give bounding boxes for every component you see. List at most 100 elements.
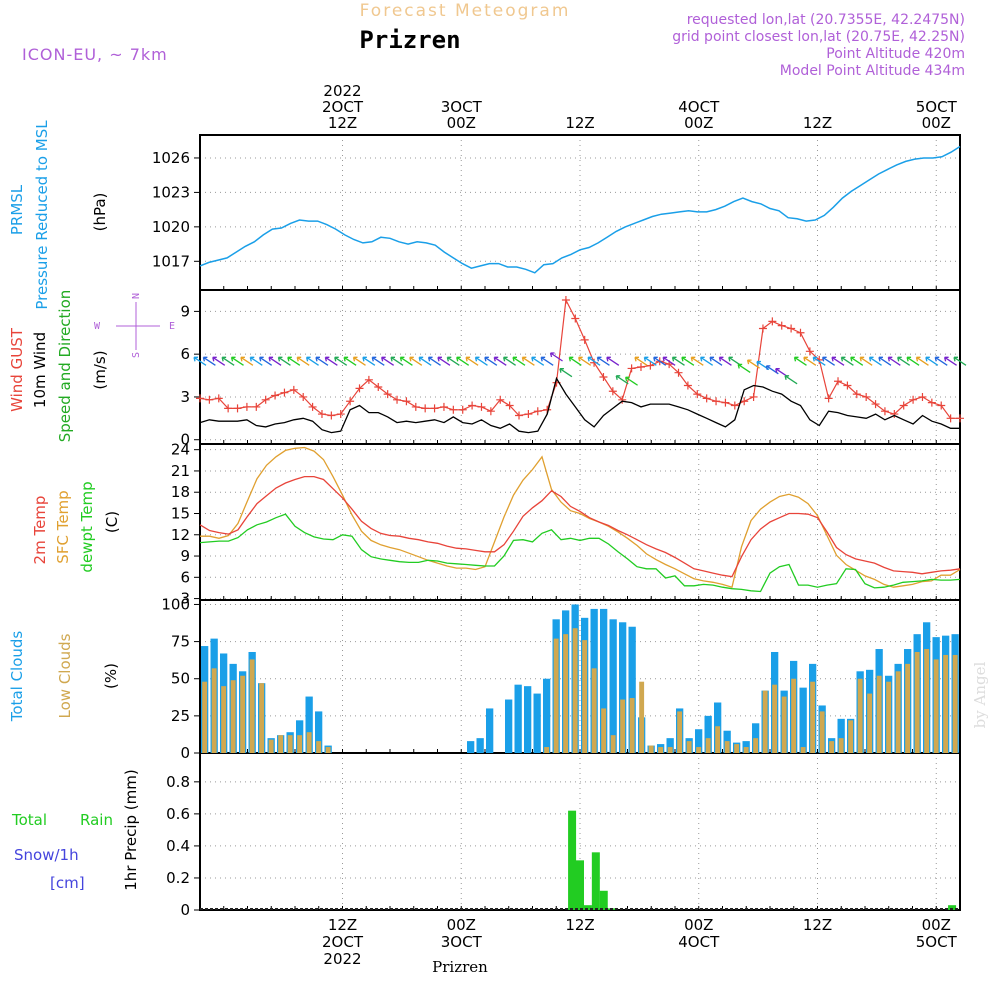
gust-marker bbox=[421, 404, 430, 413]
direction-arrow bbox=[437, 356, 451, 366]
low-cloud-bar bbox=[952, 654, 958, 753]
gust-marker bbox=[233, 404, 242, 413]
gust-marker bbox=[496, 395, 505, 404]
gust-marker bbox=[646, 361, 655, 370]
temp2m-line bbox=[199, 475, 961, 578]
label-total: Total bbox=[11, 811, 47, 829]
temp-labels: 2m Temp SFC Temp dewpt Temp (C) bbox=[31, 481, 121, 572]
direction-arrow bbox=[193, 356, 207, 366]
gust-marker bbox=[374, 382, 383, 391]
label-cm: [cm] bbox=[50, 874, 85, 892]
low-cloud-bar bbox=[895, 671, 901, 753]
gust-marker bbox=[383, 390, 392, 399]
gust-marker bbox=[524, 410, 533, 419]
label-sfc-temp: SFC Temp bbox=[54, 490, 72, 563]
direction-arrow bbox=[521, 356, 535, 366]
y-tick-label: 9 bbox=[180, 302, 190, 320]
gust-marker bbox=[768, 317, 777, 326]
direction-arrow bbox=[427, 356, 441, 366]
model-altitude: Model Point Altitude 434m bbox=[780, 63, 965, 79]
gust-marker bbox=[271, 391, 280, 400]
bottom-time-label: 12Z bbox=[328, 916, 357, 934]
pressure-line bbox=[199, 145, 961, 274]
low-cloud-bar bbox=[629, 698, 635, 753]
y-tick-label: 1020 bbox=[152, 218, 190, 236]
gust-marker bbox=[693, 390, 702, 399]
precip-labels: Total Rain Snow/1h [cm] 1hr Precip (mm) bbox=[11, 769, 140, 892]
direction-arrow bbox=[653, 356, 667, 366]
top-time-label: 5OCT bbox=[916, 98, 958, 116]
direction-arrow bbox=[240, 356, 254, 366]
label-10m-wind: 10m Wind bbox=[31, 332, 49, 408]
low-cloud-bar bbox=[620, 699, 626, 753]
low-cloud-bar bbox=[848, 720, 854, 753]
label-total-clouds: Total Clouds bbox=[8, 631, 26, 723]
direction-arrow bbox=[737, 363, 751, 373]
bottom-time-label: 2OCT bbox=[322, 933, 364, 951]
low-cloud-bar bbox=[838, 738, 844, 753]
compass-e: E bbox=[169, 321, 175, 332]
direction-arrow bbox=[934, 356, 948, 366]
gust-marker bbox=[890, 410, 899, 419]
direction-arrow bbox=[568, 356, 582, 366]
direction-arrow bbox=[868, 356, 882, 366]
low-cloud-bar bbox=[202, 681, 208, 753]
low-cloud-bar bbox=[743, 747, 749, 753]
compass-rose: N S W E bbox=[94, 293, 175, 358]
gust-marker bbox=[805, 347, 814, 356]
direction-arrow bbox=[615, 375, 629, 385]
low-cloud-bar bbox=[639, 681, 645, 753]
gust-marker bbox=[364, 375, 373, 384]
y-tick-label: 0.6 bbox=[166, 805, 190, 823]
gust-marker bbox=[280, 388, 289, 397]
bottom-time-label: 00Z bbox=[922, 916, 951, 934]
gust-marker bbox=[252, 402, 261, 411]
data-layer bbox=[193, 145, 967, 910]
gust-marker bbox=[458, 405, 467, 414]
top-time-label: 00Z bbox=[684, 114, 713, 132]
direction-arrow bbox=[822, 356, 836, 366]
low-cloud-bar bbox=[325, 747, 331, 753]
gust-marker bbox=[824, 394, 833, 403]
gust-marker bbox=[712, 397, 721, 406]
low-cloud-bar bbox=[924, 649, 930, 753]
gust-marker bbox=[852, 390, 861, 399]
y-tick-label: 3 bbox=[180, 388, 190, 406]
total-cloud-bar bbox=[505, 699, 513, 753]
gust-marker bbox=[758, 324, 767, 333]
point-altitude: Point Altitude 420m bbox=[826, 46, 965, 62]
direction-arrow bbox=[803, 356, 817, 366]
y-tick-label: 0.4 bbox=[166, 837, 190, 855]
gust-marker bbox=[627, 364, 636, 373]
label-1hr-precip: 1hr Precip (mm) bbox=[122, 769, 140, 890]
low-cloud-bar bbox=[601, 708, 607, 753]
y-tick-label: 0 bbox=[180, 431, 190, 449]
gust-marker bbox=[608, 387, 617, 396]
y-tick-label: 9 bbox=[180, 547, 190, 565]
gust-marker bbox=[468, 401, 477, 410]
low-cloud-bar bbox=[240, 675, 246, 753]
y-tick-label: 25 bbox=[171, 707, 190, 725]
gust-marker bbox=[505, 401, 514, 410]
direction-arrow bbox=[212, 356, 226, 366]
y-tick-label: 3 bbox=[180, 590, 190, 608]
direction-arrow bbox=[831, 356, 845, 366]
gust-marker bbox=[261, 395, 270, 404]
y-tick-label: 15 bbox=[171, 504, 190, 522]
gust-marker bbox=[871, 400, 880, 409]
low-cloud-bar bbox=[943, 654, 949, 753]
gust-marker bbox=[787, 324, 796, 333]
low-cloud-bar bbox=[211, 668, 217, 753]
low-cloud-bar bbox=[810, 681, 816, 753]
label-low-clouds: Low Clouds bbox=[56, 633, 74, 718]
low-cloud-bar bbox=[259, 683, 265, 753]
direction-arrow bbox=[202, 356, 216, 366]
gust-marker bbox=[430, 404, 439, 413]
direction-arrow bbox=[906, 356, 920, 366]
gust-marker bbox=[599, 372, 608, 381]
bottom-time-label: 12Z bbox=[803, 916, 832, 934]
top-time-label: 12Z bbox=[565, 114, 594, 132]
total-cloud-bar bbox=[524, 686, 532, 753]
y-tick-label: 0.8 bbox=[166, 773, 190, 791]
